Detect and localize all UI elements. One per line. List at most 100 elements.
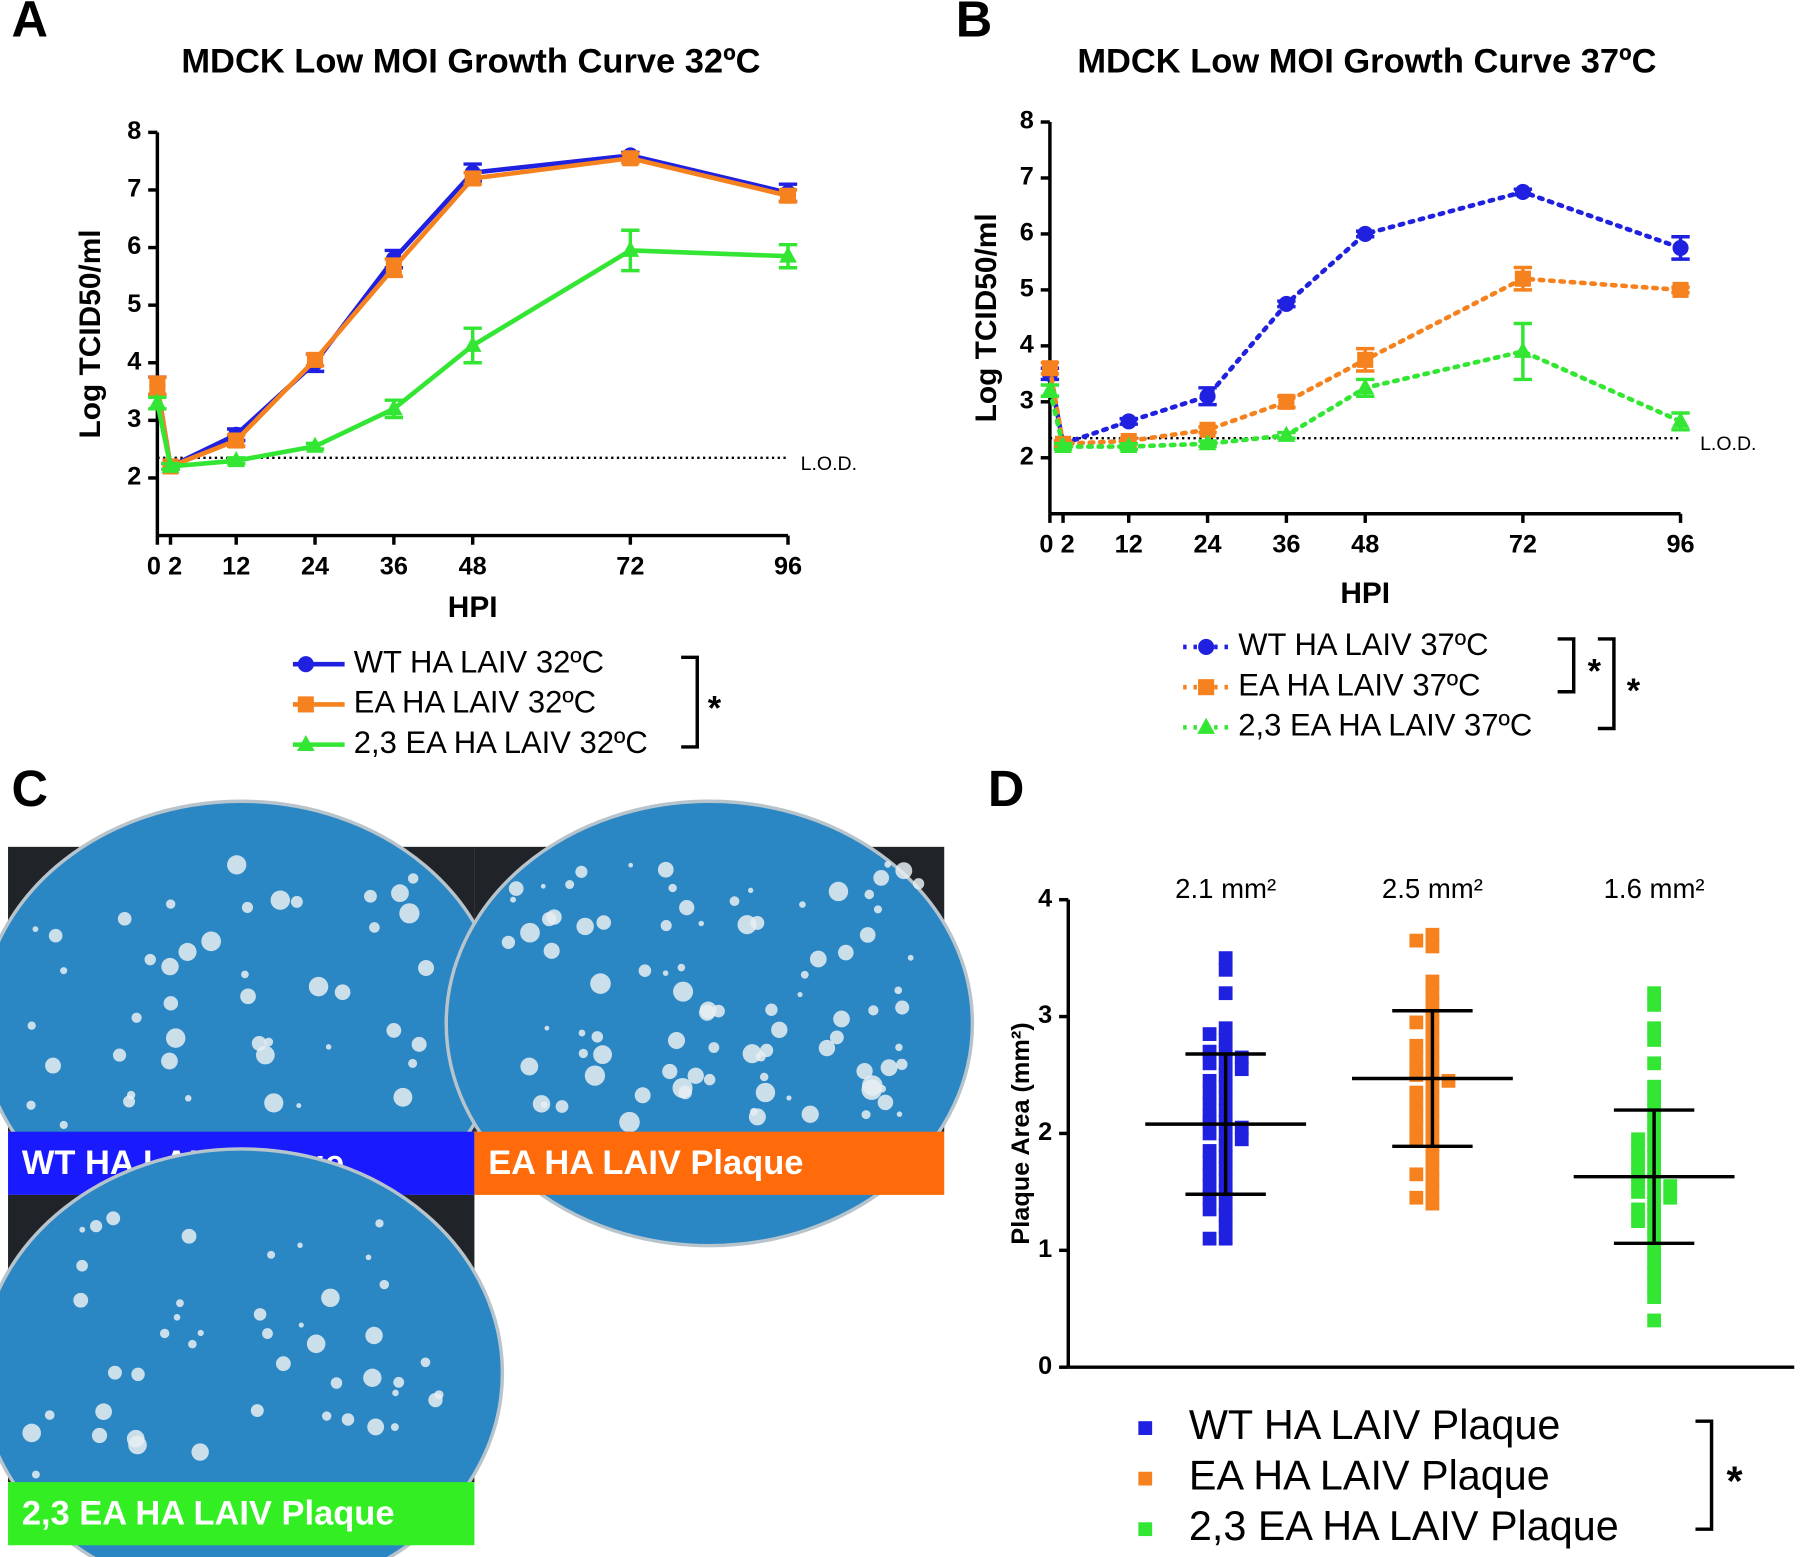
plaque-spot	[750, 916, 765, 930]
point	[1202, 1167, 1217, 1182]
point	[1202, 1085, 1217, 1100]
plaque-spot	[163, 996, 179, 1011]
point	[1425, 939, 1440, 954]
plaque-spot	[264, 1093, 284, 1113]
plaque-spot	[755, 1082, 776, 1103]
sd-bar	[1185, 1052, 1266, 1196]
plaque-spot	[298, 1322, 304, 1328]
marker	[1671, 411, 1690, 428]
plaque-spot	[542, 911, 557, 927]
y-tick-label: 1	[1038, 1235, 1052, 1263]
plaque-spot	[508, 881, 524, 896]
y-axis-label: Log TCID50/ml	[970, 213, 1003, 422]
plaque-spot	[434, 1390, 444, 1400]
plaque-spot	[308, 976, 329, 997]
plaque-spot	[393, 1087, 413, 1107]
plaque-spot	[593, 1045, 612, 1065]
x-tick-label: 36	[1272, 531, 1300, 559]
point	[1647, 1033, 1662, 1047]
point	[1647, 1056, 1662, 1071]
plaque-spot	[678, 1085, 692, 1100]
plaque-spot	[797, 991, 803, 998]
plaque-spot	[270, 890, 290, 910]
legend-swatch	[1138, 1471, 1153, 1486]
point	[1631, 1155, 1645, 1170]
marker	[149, 377, 166, 394]
plaque-spot	[873, 870, 890, 886]
legend-label: 2,3 EA HA LAIV 32ºC	[354, 725, 648, 760]
plaque-spot	[896, 1058, 908, 1071]
plaque-spot	[181, 1228, 197, 1244]
plaque-spot	[31, 1470, 40, 1479]
point	[1409, 1050, 1424, 1065]
plaque-spot	[575, 865, 588, 878]
series-line	[1047, 349, 1683, 449]
plaque-spot	[828, 881, 849, 902]
plaque-spot	[250, 1404, 264, 1418]
plaque-spot	[48, 928, 63, 943]
plaque-spot	[578, 1029, 586, 1037]
point	[1218, 986, 1233, 1001]
plaques	[22, 1211, 444, 1479]
y-tick-label: 2	[1020, 442, 1034, 470]
plaque-spot	[79, 1226, 86, 1233]
plaque-spot	[833, 1010, 850, 1028]
plaque-spot	[864, 889, 875, 900]
plaque-spot	[184, 1095, 192, 1102]
point	[1425, 997, 1440, 1012]
point	[1409, 1120, 1424, 1135]
plaques	[26, 855, 435, 1130]
marker	[1278, 295, 1295, 312]
marker	[1199, 388, 1216, 405]
plaque-spot	[255, 1045, 275, 1065]
plaque-spot	[375, 1219, 384, 1228]
plaque-spot	[584, 1065, 606, 1086]
plaque-spot	[799, 901, 806, 908]
marker	[1119, 436, 1138, 454]
marker	[385, 399, 403, 416]
panel-letter: A	[11, 0, 48, 48]
plaque-spot	[131, 1012, 142, 1023]
plaque-spot	[771, 1021, 788, 1038]
y-tick-label: 4	[1038, 884, 1052, 912]
plaque-spot	[765, 1003, 778, 1016]
plaque-spot	[365, 1254, 372, 1261]
plaque-spot	[673, 981, 694, 1002]
plaque-spot	[895, 1000, 910, 1015]
plaque-spot	[391, 884, 409, 903]
series-line	[1047, 189, 1683, 447]
panel-letter: D	[988, 760, 1025, 817]
point	[1631, 1132, 1645, 1147]
point	[1218, 1231, 1233, 1246]
y-tick-label: 0	[1038, 1352, 1052, 1380]
point	[1409, 1167, 1424, 1182]
significance-mark: *	[1588, 653, 1602, 691]
y-tick-label: 3	[1020, 386, 1034, 414]
marker	[297, 696, 314, 713]
plaque-spot	[667, 1032, 686, 1050]
plaque-spot	[112, 1048, 127, 1062]
plaque-spot	[166, 899, 176, 909]
point	[1202, 1126, 1217, 1141]
plaque-spot	[386, 1023, 402, 1038]
plaque-spot	[907, 954, 914, 961]
marker	[1514, 183, 1531, 201]
x-tick-label: 48	[459, 552, 487, 580]
plaque-spot	[862, 1075, 883, 1096]
plaque-spot	[95, 1403, 112, 1421]
point	[1647, 1313, 1662, 1328]
plaque-spot	[703, 1073, 716, 1086]
annotation: 1.6 mm²	[1604, 873, 1705, 904]
plaque-spot	[161, 1052, 178, 1070]
plaque-spot	[662, 970, 669, 976]
marker	[621, 240, 640, 257]
marker	[1199, 421, 1216, 438]
plaque-label-bar	[8, 1482, 475, 1546]
point	[1425, 927, 1440, 942]
marker	[1356, 378, 1375, 395]
plaque-spot	[392, 1389, 399, 1397]
plaque-spot	[89, 1220, 103, 1233]
plaque-spot	[27, 1021, 36, 1030]
plaque-spot	[178, 942, 197, 961]
x-axis-label: HPI	[1340, 577, 1390, 610]
